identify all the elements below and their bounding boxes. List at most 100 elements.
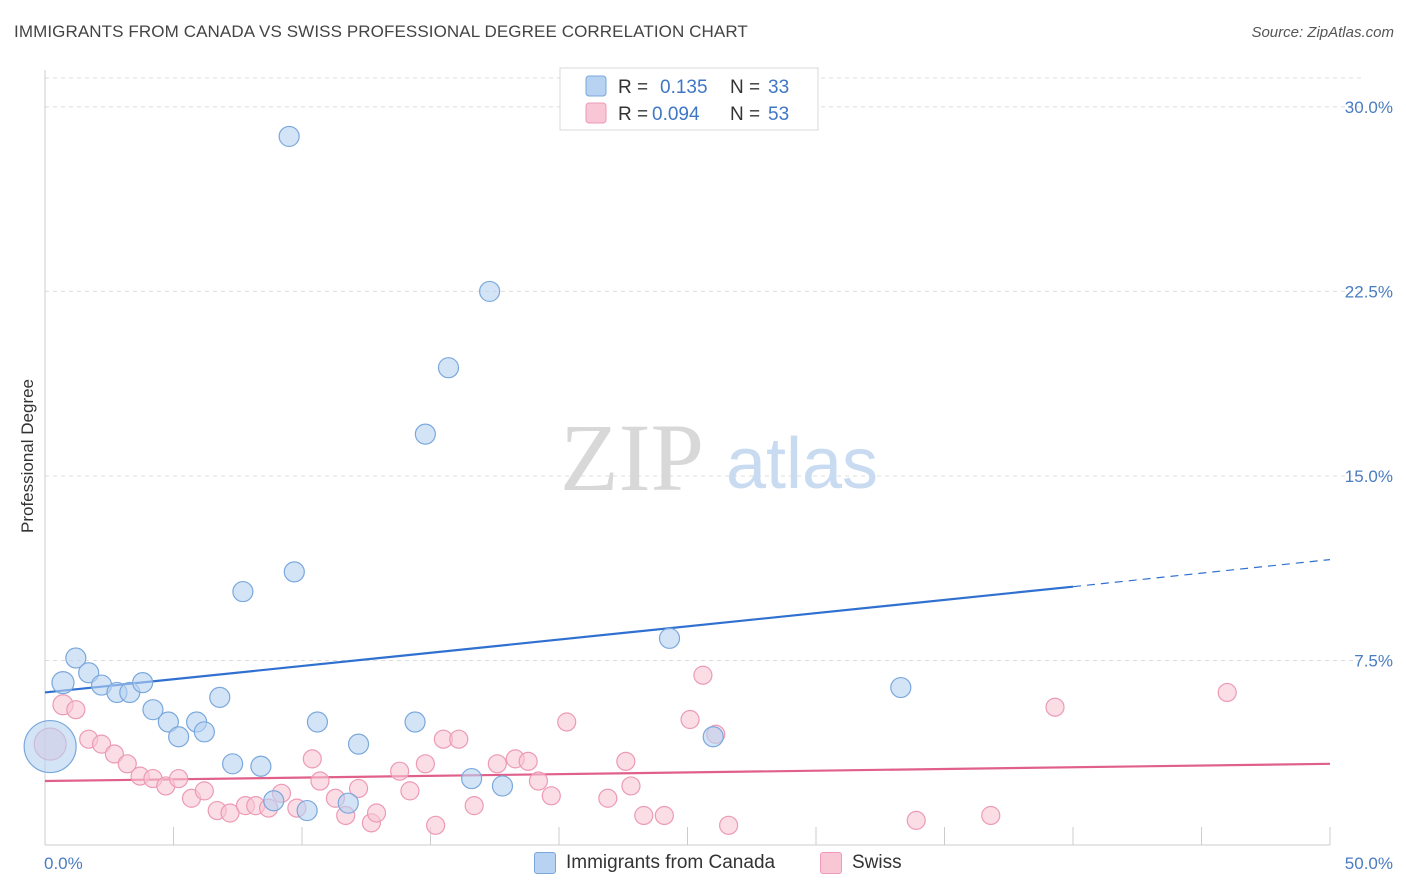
canada-point	[78, 662, 100, 684]
canada-trend-line	[44, 585, 1074, 694]
grid-lines	[45, 77, 1365, 661]
swiss-point	[528, 771, 549, 791]
canada-point	[132, 672, 154, 694]
legend-r-label: R =	[618, 104, 648, 125]
canada-point	[479, 280, 501, 303]
data-points	[23, 125, 1237, 835]
swiss-point	[616, 751, 636, 771]
canada-point	[437, 357, 460, 379]
y-tick-label: 15.0%	[1345, 467, 1393, 486]
swiss-point	[310, 771, 330, 791]
canada-point	[414, 423, 436, 445]
stats-legend: R = 0.135 N = 33 R = 0.094 N = 53	[559, 67, 819, 131]
canada-point	[347, 733, 370, 755]
legend-r-value: 0.135	[660, 77, 708, 98]
canada-point	[157, 711, 179, 733]
chart-title: IMMIGRANTS FROM CANADA VS SWISS PROFESSI…	[14, 22, 748, 41]
swiss-point	[518, 751, 538, 771]
canada-point	[283, 561, 305, 583]
swiss-point	[634, 805, 654, 826]
source-label: Source: ZipAtlas.com	[1251, 24, 1394, 41]
canada-point	[461, 767, 483, 790]
legend-n-value: 53	[768, 104, 789, 125]
swiss-point	[598, 788, 618, 808]
y-tick-label: 30.0%	[1345, 98, 1393, 117]
bottom-legend-label: Immigrants from Canada	[566, 852, 776, 873]
swiss-point	[390, 761, 410, 781]
swiss-point	[348, 778, 369, 799]
legend-n-label: N =	[730, 104, 760, 125]
y-tick-labels: 7.5% 15.0% 22.5% 30.0%	[1345, 98, 1393, 671]
trend-lines	[44, 559, 1331, 783]
canada-point	[658, 627, 681, 649]
canada-point	[209, 686, 231, 708]
swiss-point	[104, 744, 124, 764]
swiss-point	[91, 734, 112, 754]
legend-swatch-swiss	[585, 102, 607, 124]
canada-trend-extension	[1072, 559, 1331, 588]
legend-swatch-canada	[585, 75, 607, 97]
bottom-legend-swiss: Swiss	[820, 852, 902, 874]
swiss-point	[487, 754, 507, 774]
swiss-point	[449, 729, 469, 749]
canada-point	[232, 580, 254, 603]
bottom-legend-canada: Immigrants from Canada	[534, 852, 775, 874]
canada-point	[142, 699, 164, 721]
swiss-point	[906, 810, 926, 830]
swiss-point	[169, 768, 189, 789]
legend-n-value: 33	[768, 77, 789, 98]
bottom-legend-label: Swiss	[852, 852, 902, 873]
legend-n-label: N =	[730, 77, 760, 98]
canada-point	[222, 753, 244, 775]
legend-r-value: 0.094	[652, 104, 700, 125]
watermark-zip: ZIP	[560, 404, 704, 511]
swiss-point	[654, 805, 674, 826]
canada-point	[702, 726, 724, 748]
canada-point	[250, 755, 272, 777]
swiss-point	[621, 776, 641, 796]
canada-point	[404, 711, 426, 733]
canada-point	[168, 726, 190, 748]
canada-point	[51, 671, 75, 695]
bottom-legend-swatch-canada	[534, 852, 556, 874]
canada-point	[491, 775, 514, 797]
legend-r-label: R =	[618, 77, 648, 98]
swiss-point	[541, 786, 561, 806]
swiss-trend-line	[44, 762, 1331, 783]
swiss-point	[693, 665, 713, 685]
canada-point	[193, 721, 215, 743]
canada-point	[337, 792, 359, 814]
bottom-legend-swatch-swiss	[820, 852, 842, 874]
swiss-point	[194, 781, 214, 801]
swiss-point	[220, 803, 240, 823]
swiss-point	[415, 754, 435, 774]
canada-point	[23, 719, 77, 774]
watermark: ZIP atlas	[560, 404, 878, 511]
canada-point	[306, 711, 329, 733]
swiss-point	[680, 709, 700, 730]
swiss-point	[1045, 697, 1065, 717]
swiss-point	[366, 803, 387, 823]
swiss-point	[464, 796, 484, 816]
x-tick-label: 50.0%	[1345, 854, 1393, 873]
swiss-point	[66, 700, 86, 720]
canada-point	[296, 799, 318, 822]
canada-point	[890, 676, 912, 699]
y-tick-label: 22.5%	[1345, 282, 1393, 301]
swiss-point	[719, 815, 739, 835]
canada-point	[278, 125, 300, 148]
y-tick-label: 7.5%	[1354, 651, 1393, 670]
swiss-point	[557, 712, 577, 732]
swiss-point	[400, 781, 420, 801]
x-tick-label: 0.0%	[44, 854, 83, 873]
watermark-atlas: atlas	[726, 424, 878, 504]
swiss-point	[1217, 682, 1237, 703]
axes	[44, 70, 1331, 846]
swiss-point	[117, 754, 137, 774]
swiss-point	[426, 815, 446, 835]
canada-point	[263, 790, 285, 812]
x-tick-labels: 0.0% 50.0%	[44, 854, 1393, 873]
swiss-point	[302, 749, 322, 769]
canada-point	[65, 647, 87, 669]
